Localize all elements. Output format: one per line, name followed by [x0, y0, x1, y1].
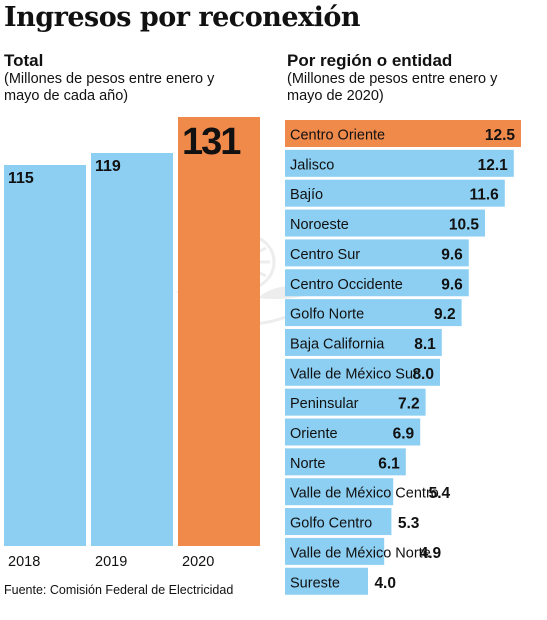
- bar-valle-de-méxico-sur: [285, 358, 440, 386]
- bar-value-label: 4.9: [420, 545, 442, 562]
- bar-value-label: 9.2: [434, 306, 456, 323]
- category-label: Peninsular: [290, 396, 359, 412]
- bar-value-label: 7.2: [398, 396, 420, 413]
- bar-value-label: 119: [95, 158, 121, 175]
- bar-valle-de-méxico-centro: [285, 478, 394, 506]
- bar-golfo-norte: [285, 299, 462, 327]
- bar-value-label: 10.5: [449, 217, 480, 234]
- category-label: Jalisco: [290, 157, 334, 173]
- category-label: Golfo Norte: [290, 307, 364, 323]
- category-label: Bajío: [290, 187, 323, 203]
- category-label: Centro Occidente: [290, 277, 403, 293]
- bar-peninsular: [285, 388, 426, 416]
- category-label: 2019: [95, 554, 127, 570]
- bar-sureste: [285, 567, 368, 595]
- bar-value-label: 8.0: [412, 366, 434, 383]
- bar-value-label: 8.1: [414, 336, 436, 353]
- bar-value-label: 115: [8, 170, 34, 187]
- category-label: Valle de México Sur: [290, 366, 418, 382]
- bar-value-label: 5.3: [398, 515, 420, 532]
- bar-centro-occidente: [285, 269, 469, 297]
- bar-value-label: 12.1: [478, 157, 509, 174]
- bar-noroeste: [285, 209, 485, 237]
- bar-value-label: 5.4: [429, 485, 451, 502]
- category-label: Sureste: [290, 575, 340, 591]
- bar-oriente: [285, 418, 421, 446]
- bar-value-label: 12.5: [485, 127, 516, 144]
- category-label: 2020: [182, 554, 214, 570]
- category-label: Noroeste: [290, 217, 349, 233]
- bar-value-label: 9.6: [441, 246, 463, 263]
- bar-bajío: [285, 179, 505, 207]
- bar-baja-california: [285, 328, 442, 356]
- category-label: Valle de México Centro: [290, 486, 439, 502]
- category-label: 2018: [8, 554, 40, 570]
- bar-valle-de-méxico-norte: [285, 537, 385, 565]
- bar-2019: [91, 153, 173, 546]
- bar-value-label: 9.6: [441, 276, 463, 293]
- total-chart-subtitle: (Millones de pesos entre enero y mayo de…: [4, 71, 215, 104]
- source-note: Fuente: Comisión Federal de Electricidad: [4, 583, 234, 597]
- category-label: Oriente: [290, 426, 338, 442]
- bar-golfo-centro: [285, 508, 392, 536]
- region-chart-subtitle: (Millones de pesos entre enero y mayo de…: [287, 71, 498, 104]
- bar-centro-oriente: [285, 120, 521, 147]
- bar-norte: [285, 448, 406, 476]
- category-label: Centro Sur: [290, 247, 360, 263]
- category-label: Golfo Centro: [290, 516, 372, 532]
- category-label: Valle de México Norte: [290, 545, 431, 561]
- bar-value-label: 131: [182, 121, 241, 163]
- bar-value-label: 11.6: [469, 187, 499, 204]
- bar-2020: [178, 117, 260, 546]
- category-label: Baja California: [290, 336, 385, 352]
- bar-jalisco: [285, 149, 514, 177]
- total-bar-chart: 115 2018 119 2019 131 2020: [4, 117, 260, 570]
- total-chart-title: Total: [4, 51, 44, 70]
- bar-value-label: 4.0: [374, 575, 396, 592]
- region-bar-chart: Centro Oriente 12.5 Jalisco 12.1 Bajío 11.6 No…: [285, 120, 521, 595]
- category-label: Norte: [290, 456, 325, 472]
- bar-centro-sur: [285, 239, 469, 267]
- bar-value-label: 6.9: [393, 426, 415, 443]
- page-title: Ingresos por reconexión: [4, 2, 361, 33]
- bar-value-label: 6.1: [378, 455, 400, 472]
- category-label: Centro Oriente: [290, 128, 385, 144]
- region-chart-title: Por región o entidad: [287, 51, 453, 70]
- bar-2018: [4, 165, 86, 546]
